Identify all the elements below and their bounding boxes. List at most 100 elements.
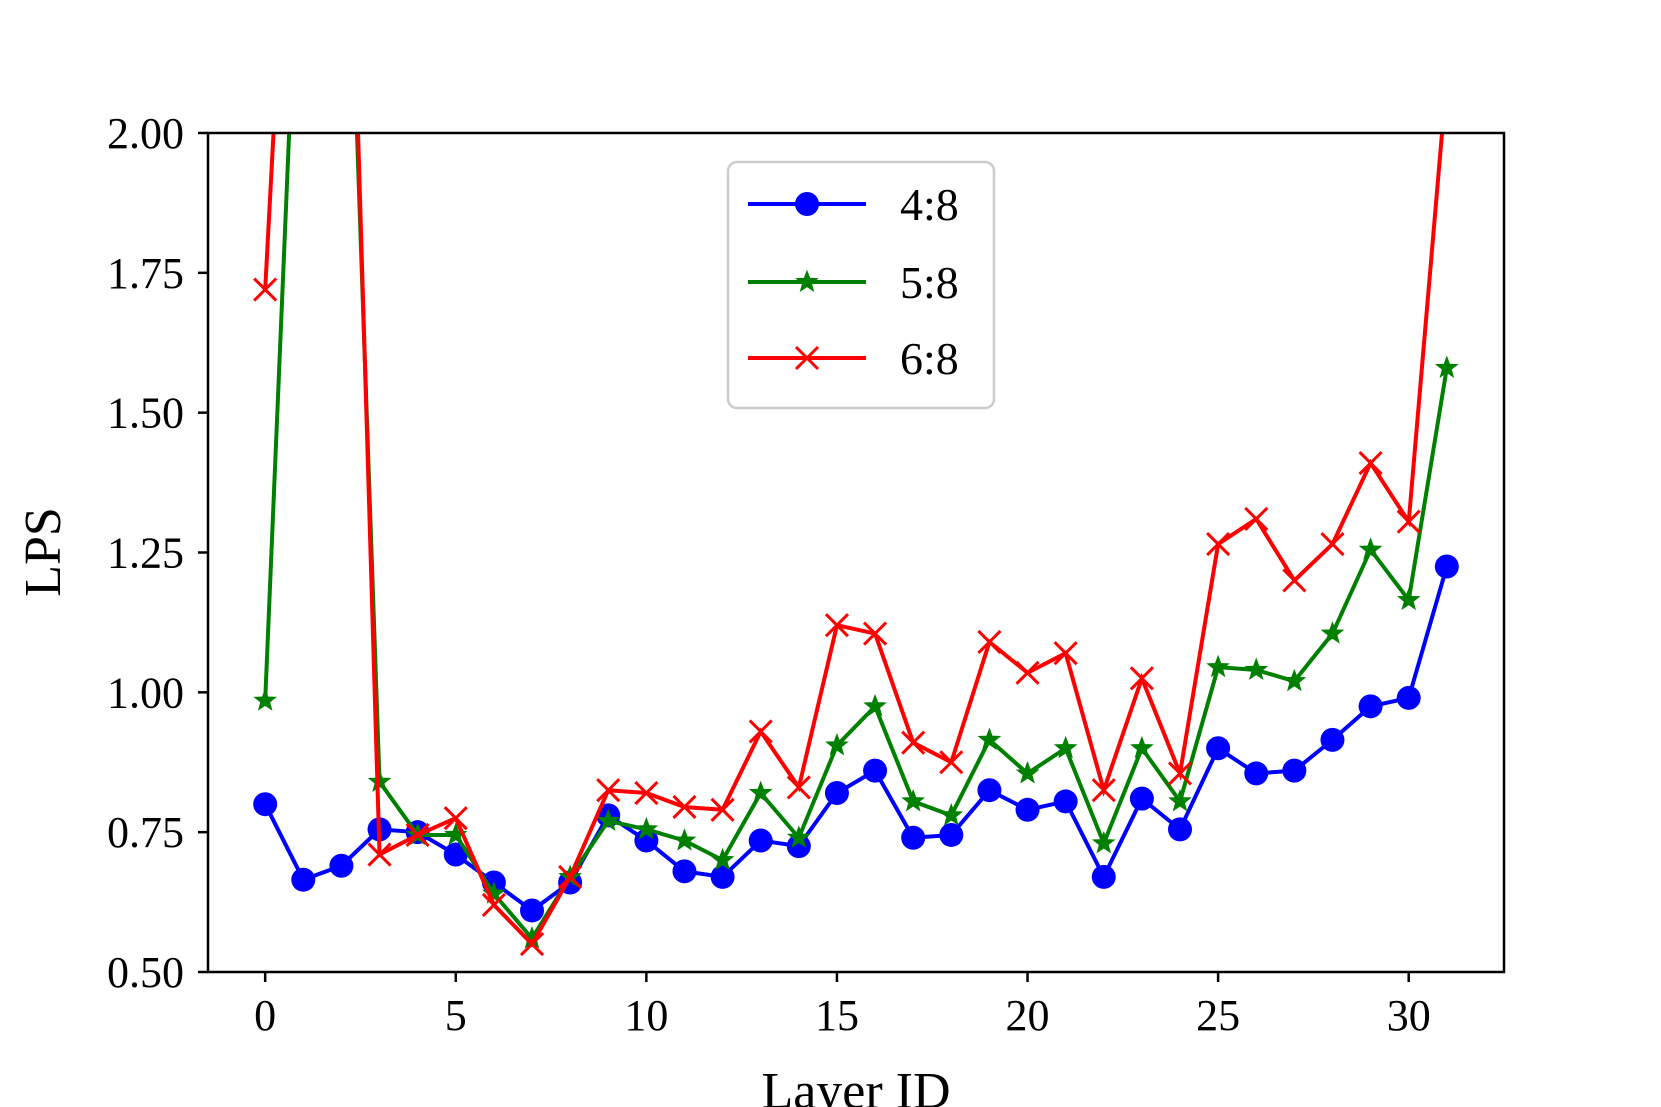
data-point — [1282, 758, 1307, 783]
data-point — [329, 853, 354, 878]
data-point — [1168, 817, 1192, 842]
y-axis-title: LPS — [15, 507, 72, 597]
y-tick-label: 1.25 — [107, 529, 184, 578]
legend-marker — [794, 345, 820, 371]
data-point — [596, 808, 621, 832]
data-point — [1358, 537, 1383, 560]
data-point — [748, 780, 773, 804]
data-point — [1358, 694, 1383, 719]
data-point — [824, 613, 850, 638]
x-tick-label: 0 — [254, 991, 276, 1040]
x-tick-label: 15 — [815, 991, 859, 1040]
data-point — [863, 758, 888, 783]
data-point — [901, 825, 926, 850]
data-point — [519, 931, 545, 957]
data-point — [710, 864, 735, 889]
data-point — [1358, 450, 1383, 476]
data-point — [1129, 666, 1154, 691]
data-point — [291, 867, 316, 892]
x-axis-title: Layer ID — [761, 1063, 950, 1107]
data-point — [1396, 509, 1421, 534]
data-point — [1320, 532, 1345, 557]
data-point — [825, 733, 849, 756]
data-point — [367, 769, 392, 792]
series-6-8 — [253, 133, 1445, 957]
data-point — [786, 775, 811, 800]
data-point — [1282, 668, 1307, 692]
data-point — [443, 842, 468, 867]
data-point — [481, 892, 506, 917]
data-point — [1244, 761, 1269, 786]
data-point — [1320, 621, 1345, 644]
data-point — [443, 806, 468, 831]
data-point — [1168, 788, 1192, 812]
y-tick-label: 2.00 — [107, 109, 184, 158]
data-point — [1130, 735, 1154, 759]
legend-box — [726, 160, 996, 410]
data-point — [939, 822, 964, 847]
data-point — [1320, 727, 1345, 752]
data-point — [901, 730, 926, 755]
data-point — [1091, 830, 1116, 854]
data-point — [1091, 864, 1116, 889]
data-point — [977, 727, 1002, 750]
y-tick-label: 1.75 — [107, 249, 184, 298]
data-point — [367, 842, 392, 867]
x-tick-label: 10 — [624, 991, 668, 1040]
data-point — [1206, 654, 1230, 678]
data-point — [863, 693, 887, 717]
legend-label: 4:8 — [900, 179, 959, 230]
legend-marker — [795, 269, 819, 293]
data-point — [596, 778, 621, 803]
data-point — [672, 794, 697, 820]
data-point — [634, 816, 659, 840]
data-point — [939, 802, 964, 826]
data-point — [977, 778, 1002, 803]
data-point — [710, 847, 735, 871]
series-line — [263, 133, 1445, 948]
legend-label: 6:8 — [900, 333, 959, 384]
data-point — [786, 834, 811, 859]
data-point — [1053, 789, 1078, 814]
data-point — [1244, 657, 1269, 681]
data-point — [634, 828, 659, 853]
y-axis-ticks: 0.50 0.75 1.00 1.25 1.50 1.75 2.00 — [107, 109, 208, 997]
data-point — [710, 797, 735, 822]
data-point — [1434, 355, 1459, 378]
data-point — [1396, 587, 1421, 611]
data-point — [672, 828, 697, 851]
data-point — [558, 864, 583, 889]
data-point — [253, 277, 278, 302]
x-tick-label: 20 — [1006, 991, 1050, 1040]
x-axis-ticks: 0 5 10 15 20 25 30 — [254, 972, 1431, 1040]
x-tick-label: 25 — [1196, 991, 1240, 1040]
data-point — [1244, 506, 1269, 532]
data-point — [672, 859, 697, 884]
legend-marker — [795, 192, 819, 216]
data-point — [634, 780, 659, 806]
data-point — [253, 792, 278, 817]
legend-label: 5:8 — [900, 257, 959, 308]
legend: 4:8 5:8 6:8 — [726, 160, 996, 410]
data-point — [520, 898, 544, 923]
data-point — [977, 629, 1002, 655]
data-point — [939, 750, 964, 775]
data-point — [901, 788, 926, 812]
data-point — [1129, 786, 1154, 811]
data-point — [1434, 554, 1459, 579]
data-point — [824, 781, 849, 806]
data-point — [1206, 532, 1231, 557]
data-point — [748, 828, 773, 853]
data-point — [748, 719, 773, 744]
data-point — [1015, 660, 1040, 685]
data-point — [1282, 568, 1307, 593]
data-point — [253, 688, 278, 711]
data-point — [1015, 797, 1040, 822]
data-point — [1091, 778, 1116, 803]
x-tick-label: 30 — [1387, 991, 1431, 1040]
data-point — [1206, 736, 1231, 761]
y-tick-label: 0.50 — [107, 948, 184, 997]
data-point — [405, 822, 430, 848]
data-point — [862, 621, 888, 646]
